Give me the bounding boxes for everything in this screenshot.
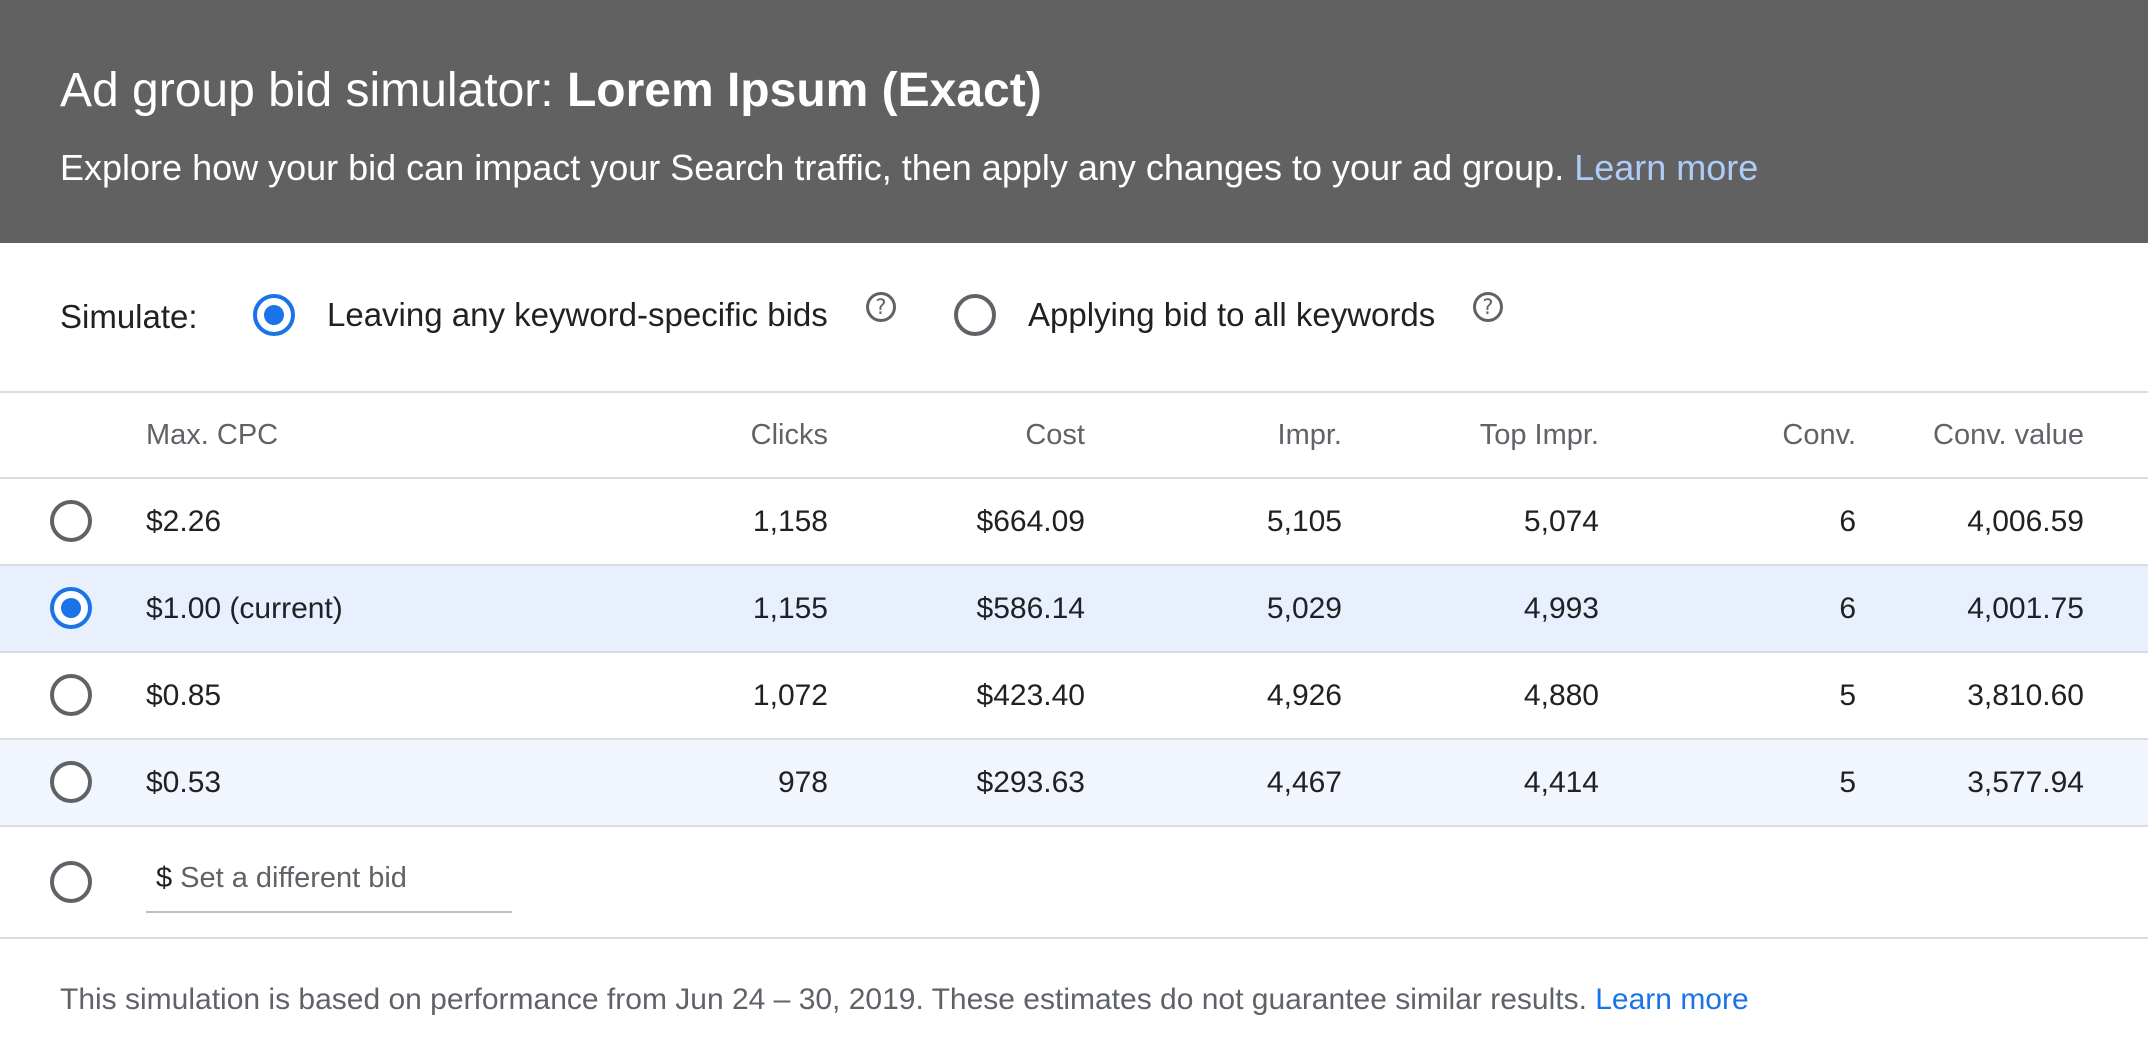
cell-conv: 5 [1839, 678, 1856, 712]
cell-conv-value: 4,006.59 [1967, 504, 2084, 538]
bid-option-radio[interactable] [50, 761, 92, 803]
table-row[interactable]: $0.53 978 $293.63 4,467 4,414 5 3,577.94 [0, 740, 2148, 827]
cell-max-cpc: $1.00 (current) [146, 591, 343, 625]
cell-conv: 6 [1839, 591, 1856, 625]
cell-cost: $423.40 [976, 678, 1085, 712]
currency-symbol: $ [156, 861, 173, 894]
cell-conv: 6 [1839, 504, 1856, 538]
simulate-apply-all-label[interactable]: Applying bid to all keywords [1028, 296, 1436, 333]
dialog-title-prefix: Ad group bid simulator: [60, 64, 567, 117]
column-header-impr: Impr. [1277, 418, 1342, 451]
help-icon[interactable]: ? [866, 292, 896, 322]
dialog-title-ad-group: Lorem Ipsum (Exact) [566, 64, 1042, 117]
dialog-header: Ad group bid simulator: Lorem Ipsum (Exa… [0, 0, 2148, 243]
cell-cost: $293.63 [976, 765, 1085, 799]
cell-conv: 5 [1839, 765, 1856, 799]
column-header-clicks: Clicks [750, 418, 828, 451]
cell-top-impr: 4,993 [1523, 591, 1599, 625]
simulation-footnote: This simulation is based on performance … [60, 980, 1749, 1020]
table-row[interactable]: $2.26 1,158 $664.09 5,105 5,074 6 4,006.… [0, 479, 2148, 566]
cell-impr: 4,467 [1266, 765, 1342, 799]
cell-cost: $664.09 [976, 504, 1085, 538]
dialog-subtitle: Explore how your bid can impact your Sea… [60, 146, 1758, 190]
table-row[interactable]: $0.85 1,072 $423.40 4,926 4,880 5 3,810.… [0, 653, 2148, 740]
table-header-row: Max. CPC Clicks Cost Impr. Top Impr. Con… [0, 393, 2148, 479]
cell-conv-value: 3,810.60 [1967, 678, 2084, 712]
dialog-title: Ad group bid simulator: Lorem Ipsum (Exa… [60, 62, 1042, 120]
custom-bid-input[interactable]: $ Set a different bid [146, 845, 512, 913]
simulate-options: Simulate: Leaving any keyword-specific b… [0, 243, 2148, 393]
simulate-apply-all-radio[interactable] [954, 294, 996, 336]
column-header-max-cpc: Max. CPC [146, 418, 279, 451]
cell-cost: $586.14 [976, 591, 1085, 625]
custom-bid-row: $ Set a different bid [0, 827, 2148, 939]
simulate-label: Simulate: [60, 298, 198, 335]
cell-top-impr: 4,880 [1523, 678, 1599, 712]
bid-option-radio[interactable] [50, 587, 92, 629]
cell-max-cpc: $0.85 [146, 678, 222, 712]
header-learn-more-link[interactable]: Learn more [1574, 147, 1759, 188]
cell-top-impr: 4,414 [1523, 765, 1599, 799]
cell-impr: 5,029 [1266, 591, 1342, 625]
simulate-leaving-bids-label[interactable]: Leaving any keyword-specific bids [327, 296, 828, 333]
bid-option-radio[interactable] [50, 674, 92, 716]
help-icon[interactable]: ? [1473, 292, 1503, 322]
table-row[interactable]: $1.00 (current) 1,155 $586.14 5,029 4,99… [0, 566, 2148, 653]
cell-clicks: 1,072 [752, 678, 828, 712]
simulate-leaving-bids-radio[interactable] [253, 294, 295, 336]
cell-max-cpc: $0.53 [146, 765, 222, 799]
column-header-conv-value: Conv. value [1933, 418, 2084, 451]
column-header-cost: Cost [1025, 418, 1085, 451]
custom-bid-radio[interactable] [50, 861, 92, 903]
footnote-text: This simulation is based on performance … [60, 983, 1596, 1016]
cell-impr: 4,926 [1266, 678, 1342, 712]
bid-option-radio[interactable] [50, 500, 92, 542]
column-header-top-impr: Top Impr. [1479, 418, 1599, 451]
footer-learn-more-link[interactable]: Learn more [1595, 983, 1749, 1016]
custom-bid-placeholder: Set a different bid [180, 861, 407, 894]
cell-clicks: 978 [777, 765, 828, 799]
cell-max-cpc: $2.26 [146, 504, 222, 538]
cell-impr: 5,105 [1266, 504, 1342, 538]
cell-clicks: 1,155 [752, 591, 828, 625]
cell-top-impr: 5,074 [1523, 504, 1599, 538]
cell-conv-value: 3,577.94 [1967, 765, 2084, 799]
dialog-subtitle-text: Explore how your bid can impact your Sea… [60, 147, 1575, 188]
bid-simulation-table: Max. CPC Clicks Cost Impr. Top Impr. Con… [0, 393, 2148, 939]
column-header-conv: Conv. [1782, 418, 1856, 451]
cell-clicks: 1,158 [752, 504, 828, 538]
cell-conv-value: 4,001.75 [1967, 591, 2084, 625]
